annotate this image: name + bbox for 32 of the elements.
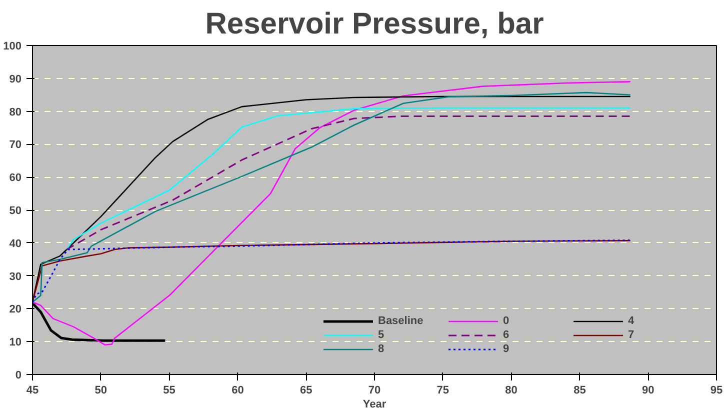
legend-label: 5 bbox=[378, 328, 386, 342]
y-tick-label: 60 bbox=[9, 172, 22, 184]
x-tick-label: 60 bbox=[232, 384, 244, 396]
legend-label: 6 bbox=[503, 328, 510, 342]
y-tick-label: 90 bbox=[9, 73, 22, 86]
x-tick-label: 70 bbox=[368, 384, 381, 396]
chart-title: Reservoir Pressure, bar bbox=[205, 8, 544, 40]
y-tick-label: 20 bbox=[9, 304, 22, 316]
x-tick-label: 75 bbox=[436, 384, 450, 396]
x-tick-label: 95 bbox=[710, 384, 723, 396]
y-tick-label: 30 bbox=[9, 270, 22, 283]
y-tick-label: 50 bbox=[9, 205, 22, 217]
y-tick-label: 70 bbox=[9, 139, 22, 152]
x-tick-label: 50 bbox=[94, 384, 108, 396]
legend-label: 7 bbox=[628, 328, 636, 342]
x-tick-label: 45 bbox=[26, 384, 39, 396]
x-tick-label: 90 bbox=[642, 384, 654, 396]
legend-label: 8 bbox=[378, 342, 386, 356]
x-tick-label: 55 bbox=[163, 384, 176, 396]
legend-label: 9 bbox=[503, 342, 510, 356]
y-tick-label: 40 bbox=[9, 238, 22, 250]
legend-label: 4 bbox=[628, 314, 636, 328]
x-tick-label: 80 bbox=[505, 384, 518, 396]
x-axis-title: Year bbox=[362, 398, 387, 410]
x-tick-label: 65 bbox=[300, 384, 312, 396]
legend-label: 0 bbox=[503, 314, 510, 328]
y-tick-label: 10 bbox=[9, 336, 22, 349]
y-tick-label: 80 bbox=[9, 106, 22, 118]
x-tick-label: 85 bbox=[574, 384, 586, 396]
y-tick-label: 0 bbox=[15, 370, 22, 382]
legend-label: Baseline bbox=[378, 314, 424, 328]
y-tick-label: 100 bbox=[3, 40, 22, 52]
